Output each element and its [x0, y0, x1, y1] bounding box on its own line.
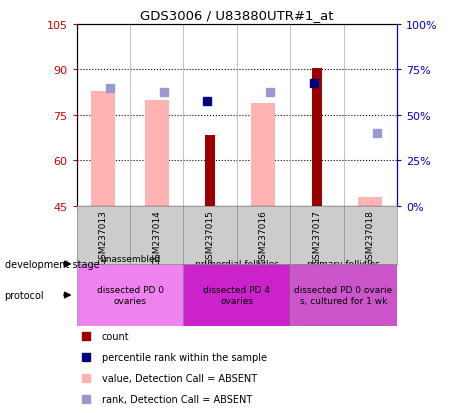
Text: primordial follicles: primordial follicles — [195, 260, 279, 269]
Bar — [184, 264, 290, 326]
Text: GSM237015: GSM237015 — [206, 209, 215, 264]
Bar — [77, 264, 184, 326]
Text: GSM237016: GSM237016 — [259, 209, 268, 264]
Text: rank, Detection Call = ABSENT: rank, Detection Call = ABSENT — [102, 394, 252, 404]
Text: value, Detection Call = ABSENT: value, Detection Call = ABSENT — [102, 373, 257, 383]
Text: protocol: protocol — [5, 290, 44, 300]
Bar — [145, 100, 169, 206]
Bar — [358, 197, 382, 206]
Text: GSM237014: GSM237014 — [152, 209, 161, 264]
Bar — [312, 69, 322, 206]
Bar — [205, 135, 215, 206]
Text: percentile rank within the sample: percentile rank within the sample — [102, 352, 267, 362]
Text: development stage: development stage — [5, 259, 99, 269]
Text: dissected PD 0 ovarie
s, cultured for 1 wk: dissected PD 0 ovarie s, cultured for 1 … — [295, 286, 393, 305]
Text: dissected PD 4
ovaries: dissected PD 4 ovaries — [203, 286, 270, 305]
Text: dissected PD 0
ovaries: dissected PD 0 ovaries — [97, 286, 164, 305]
Bar — [252, 104, 276, 206]
Title: GDS3006 / U83880UTR#1_at: GDS3006 / U83880UTR#1_at — [140, 9, 334, 22]
Text: GSM237017: GSM237017 — [313, 209, 321, 264]
Bar — [92, 91, 115, 206]
Text: unassembled
follicles: unassembled follicles — [100, 255, 160, 274]
Text: GSM237018: GSM237018 — [366, 209, 375, 264]
Text: GSM237013: GSM237013 — [99, 209, 108, 264]
Bar — [290, 264, 397, 326]
Text: count: count — [102, 332, 129, 342]
Text: primary follicles: primary follicles — [307, 260, 380, 269]
